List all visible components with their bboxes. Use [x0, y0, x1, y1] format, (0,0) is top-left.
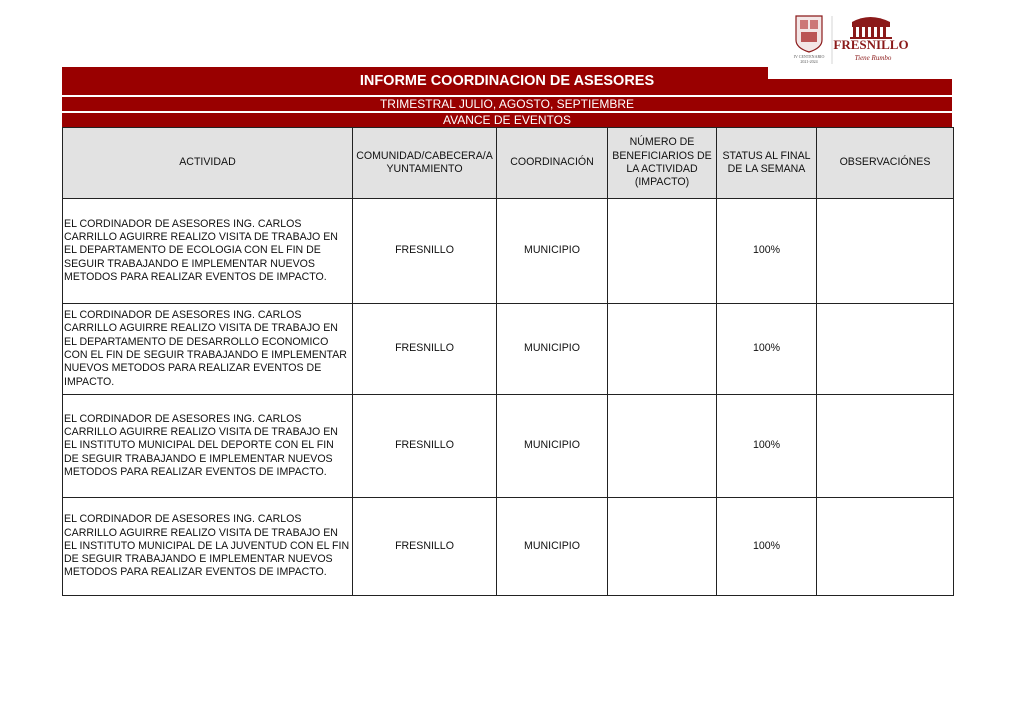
- col-comunidad: COMUNIDAD/CABECERA/A YUNTAMIENTO: [352, 127, 497, 199]
- cell-beneficiarios: [607, 497, 717, 596]
- cell-actividad: EL CORDINADOR DE ASESORES ING. CARLOS CA…: [62, 497, 353, 596]
- table-row: EL CORDINADOR DE ASESORES ING. CARLOS CA…: [62, 198, 954, 304]
- report-subtitle: TRIMESTRAL JULIO, AGOSTO, SEPTIEMBRE: [62, 97, 952, 111]
- cell-beneficiarios: [607, 303, 717, 395]
- seal-icon: IV CENTENARIO 2021-2024: [794, 15, 825, 64]
- fresnillo-logo: IV CENTENARIO 2021-2024 FRESNILLO Tiene …: [794, 15, 909, 64]
- svg-text:Tiene Rumbo: Tiene Rumbo: [855, 54, 892, 62]
- table-row: EL CORDINADOR DE ASESORES ING. CARLOS CA…: [62, 394, 954, 498]
- cell-comunidad: FRESNILLO: [352, 303, 497, 395]
- svg-text:2021-2024: 2021-2024: [800, 59, 817, 64]
- cell-observaciones: [816, 303, 954, 395]
- table-row: EL CORDINADOR DE ASESORES ING. CARLOS CA…: [62, 303, 954, 395]
- table-header-row: ACTIVIDAD COMUNIDAD/CABECERA/A YUNTAMIEN…: [62, 127, 954, 199]
- report-section: AVANCE DE EVENTOS: [62, 113, 952, 127]
- table-row: EL CORDINADOR DE ASESORES ING. CARLOS CA…: [62, 497, 954, 596]
- cell-comunidad: FRESNILLO: [352, 497, 497, 596]
- cell-status: 100%: [716, 303, 817, 395]
- cell-beneficiarios: [607, 198, 717, 304]
- cell-status: 100%: [716, 198, 817, 304]
- building-icon: [850, 17, 892, 39]
- events-table: ACTIVIDAD COMUNIDAD/CABECERA/A YUNTAMIEN…: [62, 127, 954, 596]
- col-status: STATUS AL FINAL DE LA SEMANA: [716, 127, 817, 199]
- cell-coordinacion: MUNICIPIO: [496, 198, 608, 304]
- cell-actividad: EL CORDINADOR DE ASESORES ING. CARLOS CA…: [62, 198, 353, 304]
- col-observaciones: OBSERVACIÓNES: [816, 127, 954, 199]
- cell-status: 100%: [716, 394, 817, 498]
- cell-coordinacion: MUNICIPIO: [496, 497, 608, 596]
- svg-text:FRESNILLO: FRESNILLO: [833, 37, 908, 52]
- cell-observaciones: [816, 497, 954, 596]
- cell-coordinacion: MUNICIPIO: [496, 394, 608, 498]
- svg-text:IV CENTENARIO: IV CENTENARIO: [794, 54, 825, 59]
- title-notch: [768, 67, 954, 79]
- cell-beneficiarios: [607, 394, 717, 498]
- cell-comunidad: FRESNILLO: [352, 394, 497, 498]
- cell-observaciones: [816, 198, 954, 304]
- cell-observaciones: [816, 394, 954, 498]
- col-beneficiarios: NÚMERO DE BENEFICIARIOS DE LA ACTIVIDAD …: [607, 127, 717, 199]
- cell-actividad: EL CORDINADOR DE ASESORES ING. CARLOS CA…: [62, 394, 353, 498]
- cell-comunidad: FRESNILLO: [352, 198, 497, 304]
- col-actividad: ACTIVIDAD: [62, 127, 353, 199]
- col-coordinacion: COORDINACIÓN: [496, 127, 608, 199]
- cell-coordinacion: MUNICIPIO: [496, 303, 608, 395]
- cell-status: 100%: [716, 497, 817, 596]
- cell-actividad: EL CORDINADOR DE ASESORES ING. CARLOS CA…: [62, 303, 353, 395]
